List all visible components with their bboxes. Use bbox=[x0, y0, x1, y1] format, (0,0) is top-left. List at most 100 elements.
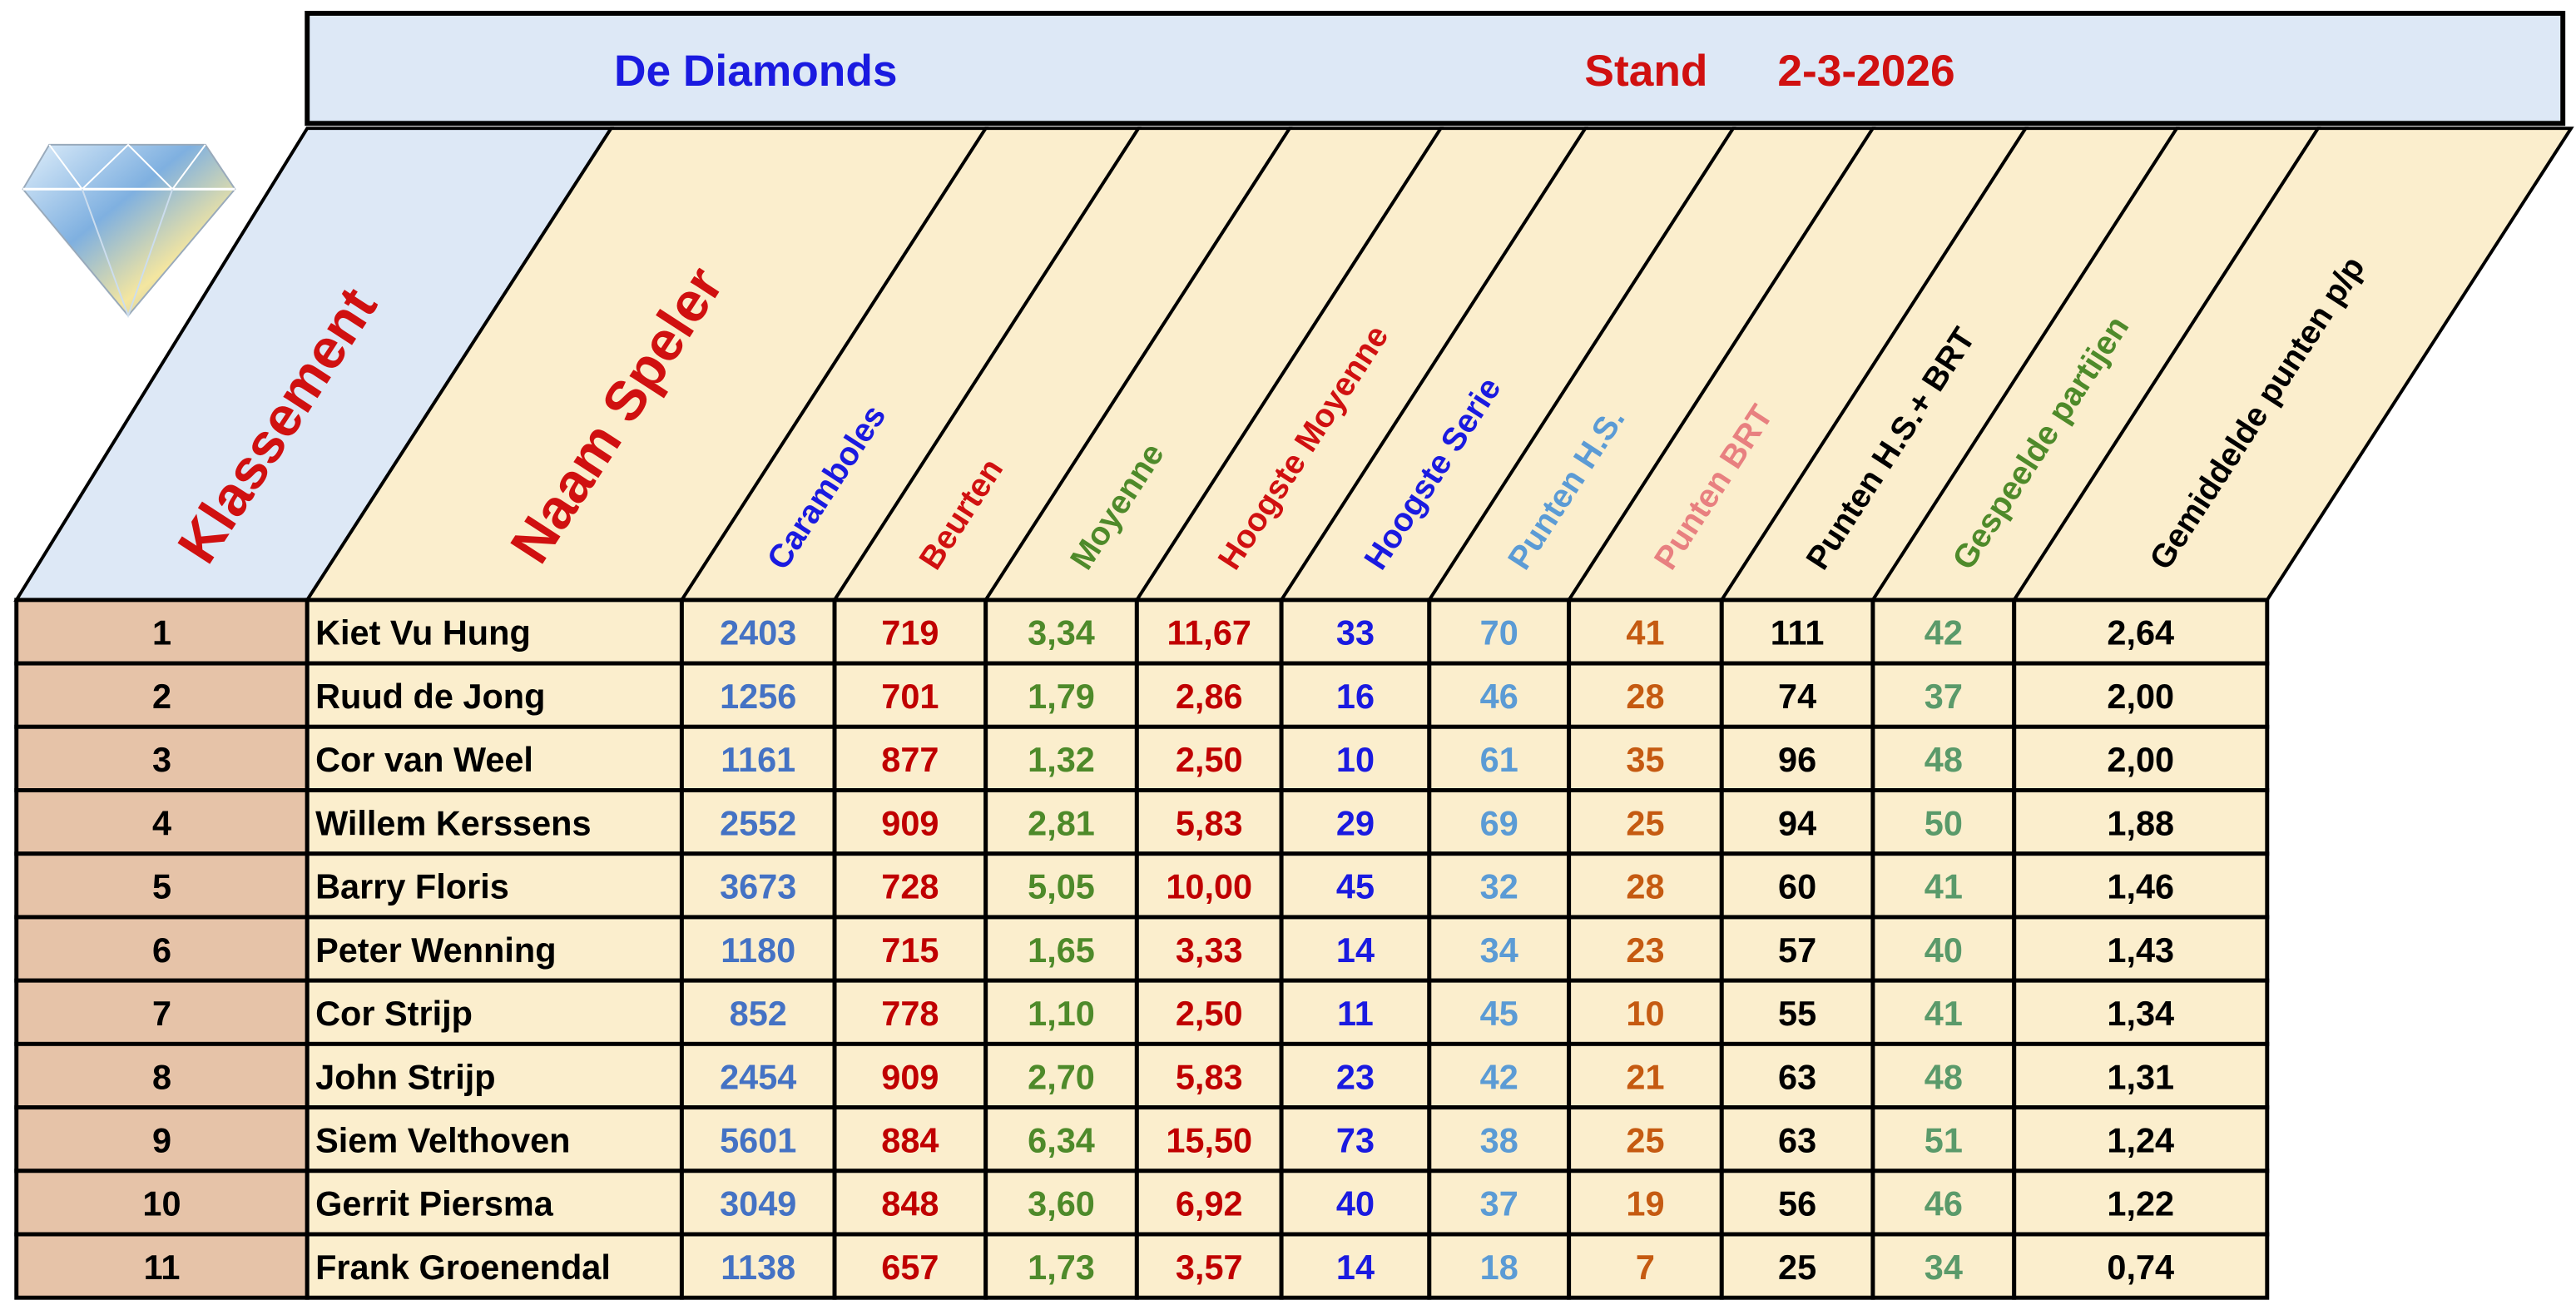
cell-value: 1,10 bbox=[1028, 994, 1095, 1033]
cell-value: 73 bbox=[1336, 1120, 1375, 1159]
cell bbox=[14, 724, 310, 792]
cell bbox=[1134, 915, 1284, 983]
cell-value: 46 bbox=[1480, 677, 1518, 716]
cell-value: 6 bbox=[152, 930, 171, 970]
cell bbox=[2012, 724, 2270, 792]
cell-value: 3,57 bbox=[1176, 1248, 1243, 1287]
cell bbox=[1719, 661, 1875, 729]
cell bbox=[1279, 1232, 1432, 1300]
cell-value: 2 bbox=[152, 677, 171, 716]
cell bbox=[2012, 598, 2270, 666]
cell-value: 41 bbox=[1925, 867, 1963, 906]
cell-value: 3673 bbox=[720, 867, 796, 906]
cell bbox=[1427, 915, 1572, 983]
cell bbox=[305, 724, 684, 792]
cell-value: 1,24 bbox=[2107, 1120, 2174, 1159]
cell-value: 61 bbox=[1480, 740, 1518, 779]
cell bbox=[1567, 788, 1724, 856]
cell-value: 35 bbox=[1626, 740, 1664, 779]
title-bar bbox=[305, 10, 2566, 127]
cell bbox=[983, 1105, 1139, 1174]
player-name: Cor van Weel bbox=[315, 740, 533, 779]
cell bbox=[14, 851, 310, 920]
cell-value: 10 bbox=[1626, 994, 1664, 1033]
cell-value: 37 bbox=[1925, 677, 1963, 716]
cell bbox=[1279, 598, 1432, 666]
cell-value: 10 bbox=[1336, 740, 1375, 779]
cell-value: 34 bbox=[1925, 1248, 1963, 1287]
cell-value: 74 bbox=[1778, 677, 1816, 716]
cell bbox=[1567, 1232, 1724, 1300]
cell-value: 63 bbox=[1778, 1120, 1816, 1159]
cell bbox=[679, 851, 837, 920]
cell-value: 848 bbox=[881, 1184, 939, 1223]
cell-value: 14 bbox=[1336, 1248, 1375, 1287]
cell-value: 5 bbox=[152, 867, 171, 906]
cell-value: 3,33 bbox=[1176, 930, 1243, 970]
cell bbox=[1279, 1169, 1432, 1237]
cell-value: 2,70 bbox=[1028, 1057, 1095, 1096]
cell-value: 10,00 bbox=[1166, 867, 1252, 906]
date: 2-3-2026 bbox=[1777, 47, 1954, 96]
cell bbox=[305, 978, 684, 1046]
cell bbox=[1870, 724, 2017, 792]
cell bbox=[1134, 724, 1284, 792]
cell bbox=[1870, 1105, 2017, 1174]
cell-value: 69 bbox=[1480, 803, 1518, 842]
cell bbox=[983, 788, 1139, 856]
cell-value: 1,46 bbox=[2107, 867, 2174, 906]
cell-value: 2,81 bbox=[1028, 803, 1095, 842]
cell bbox=[1134, 598, 1284, 666]
cell bbox=[1279, 915, 1432, 983]
cell-value: 909 bbox=[881, 803, 939, 842]
cell bbox=[983, 978, 1139, 1046]
cell-value: 719 bbox=[881, 613, 939, 653]
cell-value: 25 bbox=[1626, 803, 1664, 842]
cell-value: 19 bbox=[1626, 1184, 1664, 1223]
stand-label: Stand bbox=[1584, 47, 1707, 96]
cell bbox=[832, 1105, 988, 1174]
cell bbox=[14, 661, 310, 729]
cell-value: 3,34 bbox=[1028, 613, 1095, 653]
cell bbox=[1567, 1105, 1724, 1174]
cell-value: 8 bbox=[152, 1057, 171, 1096]
cell-value: 50 bbox=[1925, 803, 1963, 842]
cell-value: 2,50 bbox=[1176, 994, 1243, 1033]
cell bbox=[1427, 1041, 1572, 1110]
cell-value: 1,79 bbox=[1028, 677, 1095, 716]
cell-value: 11 bbox=[1337, 994, 1374, 1033]
cell-value: 16 bbox=[1336, 677, 1375, 716]
cell-value: 11 bbox=[144, 1248, 181, 1287]
cell bbox=[1134, 1041, 1284, 1110]
cell bbox=[679, 1232, 837, 1300]
cell-value: 778 bbox=[881, 994, 939, 1033]
cell-value: 7 bbox=[1636, 1248, 1655, 1287]
cell-value: 94 bbox=[1778, 803, 1816, 842]
cell bbox=[679, 724, 837, 792]
cell bbox=[1719, 598, 1875, 666]
cell-value: 42 bbox=[1925, 613, 1963, 653]
cell bbox=[832, 661, 988, 729]
cell-value: 884 bbox=[881, 1120, 939, 1159]
player-name: John Strijp bbox=[315, 1057, 495, 1096]
cell bbox=[305, 1232, 684, 1300]
cell-value: 2,64 bbox=[2107, 613, 2174, 653]
cell bbox=[1279, 978, 1432, 1046]
cell-value: 1 bbox=[152, 613, 171, 653]
cell bbox=[1279, 1105, 1432, 1174]
cell-value: 34 bbox=[1480, 930, 1518, 970]
cell bbox=[1719, 788, 1875, 856]
cell-value: 1138 bbox=[721, 1248, 795, 1287]
cell bbox=[1870, 851, 2017, 920]
cell bbox=[1134, 978, 1284, 1046]
cell-value: 15,50 bbox=[1166, 1120, 1252, 1159]
cell-value: 2454 bbox=[720, 1057, 796, 1096]
cell-value: 96 bbox=[1778, 740, 1816, 779]
cell-value: 1,73 bbox=[1028, 1248, 1095, 1287]
cell bbox=[1134, 788, 1284, 856]
cell bbox=[1567, 1169, 1724, 1237]
cell-value: 45 bbox=[1480, 994, 1518, 1033]
cell-value: 3,60 bbox=[1028, 1184, 1095, 1223]
cell-value: 2552 bbox=[720, 803, 796, 842]
